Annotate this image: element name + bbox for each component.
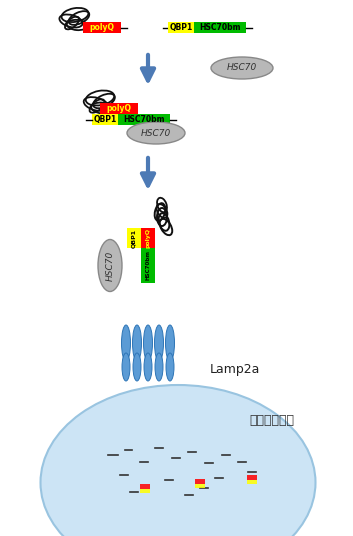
Ellipse shape <box>41 385 316 536</box>
FancyBboxPatch shape <box>127 228 141 248</box>
Ellipse shape <box>133 353 141 381</box>
FancyBboxPatch shape <box>140 489 150 493</box>
Text: ライソゾーム: ライソゾーム <box>250 413 294 427</box>
Text: HSC70bm: HSC70bm <box>145 250 150 280</box>
Ellipse shape <box>155 325 163 361</box>
Text: polyQ: polyQ <box>145 228 150 248</box>
FancyBboxPatch shape <box>141 228 155 248</box>
Ellipse shape <box>166 325 174 361</box>
Text: HSC70bm: HSC70bm <box>123 115 165 124</box>
FancyBboxPatch shape <box>194 22 246 33</box>
Text: polyQ: polyQ <box>90 23 114 32</box>
FancyBboxPatch shape <box>168 22 194 33</box>
FancyBboxPatch shape <box>141 248 155 283</box>
FancyBboxPatch shape <box>118 114 170 125</box>
Ellipse shape <box>98 240 122 292</box>
Ellipse shape <box>144 353 152 381</box>
Ellipse shape <box>155 353 163 381</box>
FancyBboxPatch shape <box>100 103 138 114</box>
Text: HSC70: HSC70 <box>227 63 257 72</box>
Ellipse shape <box>122 353 130 381</box>
Text: HSC70: HSC70 <box>106 250 114 281</box>
Text: HSC70bm: HSC70bm <box>199 23 241 32</box>
Text: polyQ: polyQ <box>107 104 132 113</box>
FancyBboxPatch shape <box>92 114 118 125</box>
Ellipse shape <box>166 353 174 381</box>
Text: QBP1: QBP1 <box>94 115 116 124</box>
Ellipse shape <box>132 325 142 361</box>
Ellipse shape <box>211 57 273 79</box>
Text: QBP1: QBP1 <box>169 23 193 32</box>
Ellipse shape <box>127 122 185 144</box>
Text: QBP1: QBP1 <box>132 228 137 248</box>
FancyBboxPatch shape <box>140 484 150 489</box>
FancyBboxPatch shape <box>247 480 257 484</box>
FancyBboxPatch shape <box>247 475 257 480</box>
FancyBboxPatch shape <box>195 484 205 488</box>
FancyBboxPatch shape <box>83 22 121 33</box>
Ellipse shape <box>121 325 131 361</box>
FancyBboxPatch shape <box>195 479 205 484</box>
Text: Lamp2a: Lamp2a <box>210 363 261 376</box>
Text: HSC70: HSC70 <box>141 129 171 138</box>
Ellipse shape <box>144 325 152 361</box>
